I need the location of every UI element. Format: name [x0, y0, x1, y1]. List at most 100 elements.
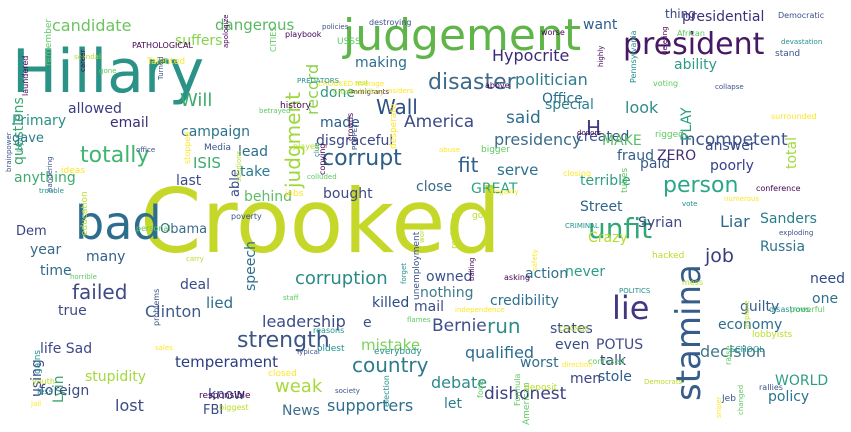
word-street: Street: [580, 199, 623, 215]
small-word-loyal: loyal: [16, 135, 24, 152]
word-even: even: [555, 337, 590, 353]
word-close: close: [416, 179, 453, 195]
small-word-safety: safety: [531, 249, 539, 272]
word-one: one: [812, 291, 839, 307]
word-person: person: [663, 173, 739, 198]
small-word-education: education: [80, 190, 90, 236]
small-word-crooked-average: CROOKED average: [318, 80, 385, 88]
small-word-staff: staff: [283, 294, 299, 302]
small-word-reckless: reckless: [450, 212, 460, 250]
word-weak: weak: [275, 376, 323, 397]
word-total: total: [784, 136, 800, 169]
small-word-surrounded: surrounded: [771, 112, 817, 121]
word-know: know: [208, 387, 245, 403]
word-poorly: poorly: [710, 158, 754, 174]
small-word-history: history: [280, 101, 311, 111]
small-word-jobs: jobs: [285, 189, 304, 199]
word-syrian: Syrian: [638, 215, 683, 231]
small-word-election: election: [382, 375, 391, 408]
word-anything: anything: [14, 170, 76, 186]
word-last: last: [176, 173, 202, 189]
word-lead: lead: [238, 144, 268, 160]
small-word-rallies: rallies: [759, 383, 783, 392]
word-america: America: [404, 112, 475, 132]
word-office: Office: [542, 91, 583, 107]
word-deal: deal: [180, 277, 210, 293]
word-candidate: candidate: [52, 16, 132, 35]
small-word-voting: voting: [653, 79, 679, 88]
small-word-bailing: bailing: [468, 257, 476, 282]
small-word-goal: goal: [472, 211, 492, 221]
word-thing: thing: [665, 7, 696, 21]
small-word-solutions: solutions: [235, 150, 243, 182]
word-totally: totally: [80, 143, 150, 168]
small-word-crookedhillary: CrookedHillary: [333, 88, 385, 96]
small-word-desperate: desperate: [389, 103, 399, 149]
small-word-mess: mess: [682, 278, 704, 287]
word-guilty: guilty: [740, 299, 780, 315]
small-word-pathological: PATHOLOGICAL: [132, 41, 193, 50]
word-run: run: [487, 314, 521, 338]
small-word-african: African: [677, 29, 705, 38]
small-word-problems: problems: [152, 289, 161, 327]
word-judgement: judgement: [343, 10, 582, 61]
word-stupidity: stupidity: [85, 369, 146, 385]
word-answer: answer: [705, 138, 756, 154]
small-word-played: played: [293, 142, 320, 151]
small-word-direction: direction: [562, 361, 593, 369]
word-job: job: [705, 245, 734, 267]
word-politician: politician: [515, 70, 588, 89]
small-word-asking: asking: [504, 273, 531, 282]
word-qualified: qualified: [465, 343, 535, 362]
word-potus: POTUS: [596, 337, 644, 353]
small-word-insiders: insiders: [386, 87, 414, 95]
word-gave: gave: [12, 131, 44, 146]
small-word-change: CHANGE: [559, 325, 590, 333]
word-temperament: temperament: [175, 353, 279, 371]
word-russia: Russia: [760, 239, 806, 255]
word-allowed: allowed: [68, 101, 122, 117]
word-make: MAKE: [602, 133, 642, 149]
small-word-closed: closed: [268, 369, 297, 379]
small-word-formula: Formula: [513, 373, 522, 406]
word-bought: bought: [323, 186, 373, 202]
word-isis: ISIS: [193, 154, 221, 172]
word-killed: killed: [372, 295, 410, 311]
word-supporters: supporters: [327, 396, 414, 415]
word-behind: behind: [244, 189, 293, 205]
small-word-democratic: Democratic: [778, 11, 825, 20]
small-word-colluded: colluded: [307, 173, 337, 181]
word-strength: strength: [237, 328, 330, 353]
small-word-criminal: CRIMINAL: [565, 222, 599, 230]
word-said: said: [506, 108, 541, 128]
word-mail: mail: [414, 299, 444, 315]
small-word-jess: Jess: [37, 387, 53, 396]
word-want: want: [583, 17, 618, 33]
word-zero: ZERO: [657, 148, 697, 164]
word-decision: decision: [700, 342, 766, 361]
small-word-tubes: tubes: [620, 167, 630, 193]
small-word-remember: remember: [44, 19, 54, 67]
small-word-deposit: deposit: [524, 383, 558, 393]
small-word-predators: PREDATORS: [297, 77, 340, 85]
small-word-bigger: bigger: [481, 145, 510, 155]
small-word-career: career: [79, 49, 87, 73]
word-lied: lied: [206, 294, 234, 312]
word-let: let: [444, 396, 462, 412]
word-campaign: campaign: [181, 124, 251, 140]
word-stole: stole: [598, 369, 632, 385]
small-word-numerous: numerous: [724, 195, 760, 203]
word-incompetent: incompetent: [680, 130, 788, 150]
small-word-deleting: deleting: [661, 26, 669, 55]
word-done: done: [320, 85, 355, 101]
word-need: need: [810, 271, 845, 287]
small-word-lobbyists: lobbyists: [752, 330, 793, 340]
word-lie: lie: [612, 289, 650, 327]
word-made: made: [320, 115, 360, 131]
small-word-brainpower: brainpower: [5, 132, 13, 172]
small-word-jeb: Jeb: [722, 394, 736, 404]
word-fit: fit: [458, 153, 479, 177]
small-word-devastation: devastation: [781, 38, 823, 46]
small-word-puppet: PUPPET: [351, 123, 359, 151]
small-word-worse: worse: [541, 28, 565, 37]
